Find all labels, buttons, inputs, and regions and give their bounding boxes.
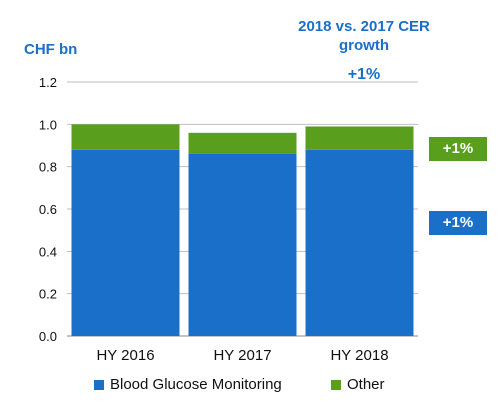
y-tick-label: 0.0: [39, 329, 57, 344]
y-tick-label: 1.0: [39, 117, 57, 132]
y-tick-label: 0.2: [39, 287, 57, 302]
legend-swatch-other: [331, 380, 341, 390]
y-tick-label: 0.8: [39, 160, 57, 175]
bar-segment-bgm: [188, 153, 297, 336]
x-tick-label: HY 2016: [96, 347, 154, 364]
bar-segment-other: [305, 126, 414, 150]
growth-header: 2018 vs. 2017 CER growth: [298, 18, 430, 54]
x-tick-label: HY 2018: [330, 347, 388, 364]
y-tick-label: 0.4: [39, 244, 57, 259]
growth-badge-other: +1%: [429, 137, 487, 161]
legend-label-other: Other: [347, 376, 385, 393]
legend-item-other: Other: [331, 376, 385, 393]
x-axis-ticks: HY 2016 HY 2017 HY 2018: [96, 347, 388, 364]
legend-item-bgm: Blood Glucose Monitoring: [94, 376, 282, 393]
legend-swatch-bgm: [94, 380, 104, 390]
bars: [71, 124, 414, 336]
bar-segment-other: [188, 132, 297, 154]
y-axis-ticks: 0.0 0.2 0.4 0.6 0.8 1.0 1.2: [39, 75, 57, 344]
y-tick-label: 0.6: [39, 202, 57, 217]
growth-badge-bgm: +1%: [429, 211, 487, 235]
growth-total: +1%: [347, 66, 381, 83]
y-axis-unit-label: CHF bn: [24, 41, 78, 58]
bar-segment-other: [71, 124, 180, 150]
bar-segment-bgm: [71, 149, 180, 336]
legend-label-bgm: Blood Glucose Monitoring: [110, 376, 282, 393]
x-tick-label: HY 2017: [213, 347, 271, 364]
bar-segment-bgm: [305, 149, 414, 336]
y-tick-label: 1.2: [39, 75, 57, 90]
